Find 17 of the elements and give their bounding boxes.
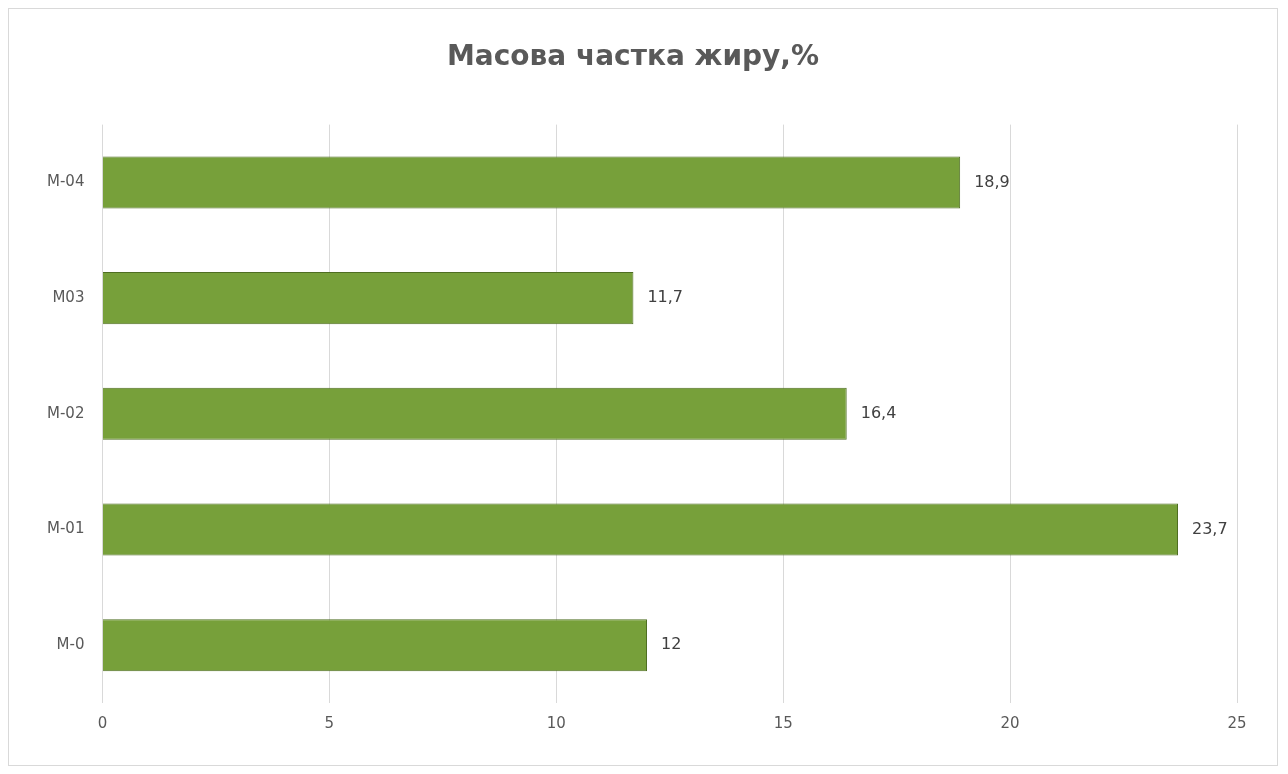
y-tick-label: M-04 <box>46 172 85 191</box>
x-tick-label: 0 <box>97 713 108 732</box>
x-tick-label: 20 <box>1000 713 1020 732</box>
data-label: 11,7 <box>647 287 684 307</box>
x-tick-label: 5 <box>324 713 335 732</box>
data-label: 23,7 <box>1192 518 1228 538</box>
x-tick-label: 25 <box>1227 713 1247 732</box>
data-label: 12 <box>661 634 682 654</box>
data-label: 18,9 <box>974 171 1010 191</box>
y-tick-label: M-01 <box>46 519 85 538</box>
data-label: 16,4 <box>860 402 897 422</box>
x-tick-label: 10 <box>546 713 566 732</box>
y-tick-label: M-0 <box>56 635 85 654</box>
y-tick-label: M03 <box>52 288 85 307</box>
y-tick-label: M-02 <box>46 403 85 422</box>
x-tick-label: 15 <box>773 713 793 732</box>
chart-title: Масова частка жиру,% <box>446 39 820 73</box>
